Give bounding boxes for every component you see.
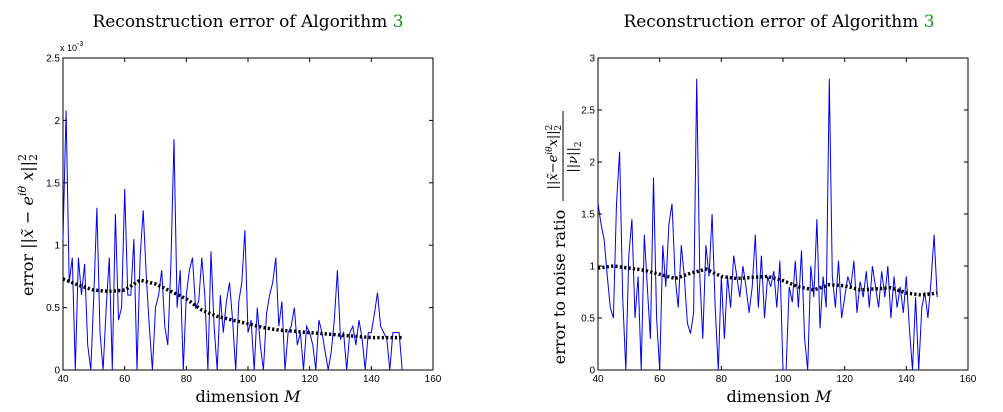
chart-right-ytick-label: 2 bbox=[589, 158, 595, 169]
svg-text:error ||x̃ − eiθ x||22: error ||x̃ − eiθ x||22 bbox=[16, 154, 40, 296]
chart-left-xtick-label: 60 bbox=[119, 374, 131, 385]
svg-text:||x̃−eiθx||22: ||x̃−eiθx||22 bbox=[545, 125, 564, 190]
chart-right-xtick-label: 60 bbox=[654, 374, 666, 385]
chart-left-ylabel: error ||x̃ − eiθ x||22 bbox=[16, 154, 40, 296]
chart-left-xtick-label: 120 bbox=[301, 374, 318, 385]
chart-right-error-line bbox=[597, 78, 938, 371]
chart-right-ylabel: error to noise ratio ||x̃−eiθx||22 ||ν||… bbox=[545, 111, 584, 364]
chart-right-ytick-label: 0.5 bbox=[581, 314, 595, 325]
chart-left-ticks: 40 60 80 100 120 140 160 0 0.5 1 1.5 2 2.5 bbox=[46, 54, 442, 386]
chart-right-ytick-label: 2.5 bbox=[581, 106, 595, 117]
svg-text:error to noise ratio: error to noise ratio bbox=[550, 210, 569, 364]
chart-left-xtick-label: 140 bbox=[363, 374, 380, 385]
chart-right-ytick-label: 0 bbox=[589, 366, 595, 377]
chart-left-xtick-label: 100 bbox=[240, 374, 257, 385]
chart-right-series bbox=[597, 78, 938, 371]
chart-right-plot-area bbox=[597, 57, 969, 371]
chart-right-xtick-label: 40 bbox=[592, 374, 604, 385]
chart-left-ytick-label: 0.5 bbox=[46, 303, 60, 314]
chart-right-trend-line bbox=[597, 264, 938, 297]
chart-right-title: Reconstruction error of Algorithm 3 bbox=[623, 12, 934, 32]
chart-left-exponent: x 10-3 bbox=[60, 41, 83, 53]
chart-left-ytick-label: 2 bbox=[54, 116, 60, 127]
chart-right: Reconstruction error of Algorithm 3 erro… bbox=[545, 12, 977, 406]
chart-left-ytick-label: 2.5 bbox=[46, 54, 60, 65]
chart-right-ytick-label: 1 bbox=[589, 262, 595, 273]
chart-left-trend-line bbox=[62, 277, 403, 340]
chart-left-title: Reconstruction error of Algorithm 3 bbox=[92, 12, 403, 32]
chart-right-xtick-label: 120 bbox=[836, 374, 853, 385]
chart-right-xtick-label: 80 bbox=[716, 374, 728, 385]
chart-left: Reconstruction error of Algorithm 3 x 10… bbox=[16, 12, 442, 406]
chart-right-ytick-label: 1.5 bbox=[581, 210, 595, 221]
chart-left-ytick-label: 1.5 bbox=[46, 178, 60, 189]
chart-left-xtick-label: 40 bbox=[57, 374, 69, 385]
chart-right-xtick-label: 140 bbox=[898, 374, 915, 385]
chart-left-ytick-label: 1 bbox=[54, 241, 60, 252]
chart-left-xtick-label: 80 bbox=[181, 374, 193, 385]
chart-right-xtick-label: 160 bbox=[960, 374, 977, 385]
chart-left-series bbox=[62, 110, 403, 371]
chart-left-ytick-label: 0 bbox=[54, 366, 60, 377]
chart-left-xlabel: dimension M bbox=[195, 387, 301, 406]
chart-right-xlabel: dimension M bbox=[726, 387, 832, 406]
chart-right-xtick-label: 100 bbox=[775, 374, 792, 385]
chart-right-ticks: 40 60 80 100 120 140 160 0 0.5 1 1.5 2 2.5 3 bbox=[581, 54, 977, 386]
chart-left-error-line bbox=[62, 110, 403, 371]
chart-left-xtick-label: 160 bbox=[425, 374, 442, 385]
svg-text:||ν||2: ||ν||2 bbox=[566, 141, 584, 172]
chart-right-ytick-label: 3 bbox=[589, 54, 595, 65]
